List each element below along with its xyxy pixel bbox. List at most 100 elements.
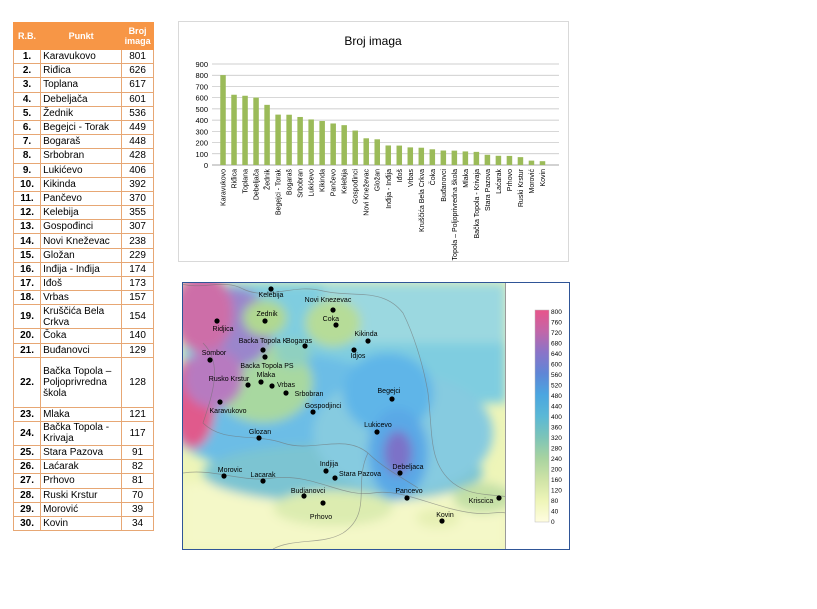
broj-imaga-value: 601 xyxy=(121,91,154,107)
broj-imaga-value: 229 xyxy=(121,247,154,263)
row-number: 22. xyxy=(12,356,42,408)
station-point xyxy=(351,347,357,353)
heatmap-map: Kelebija Novi Knezevac Coka Zednik Ridjica Ki… xyxy=(183,283,562,549)
table-row: 25. Stara Pazova 91 xyxy=(12,444,154,461)
station-point xyxy=(365,338,371,344)
bar xyxy=(231,94,237,165)
station-point xyxy=(496,495,502,501)
x-tick-label: Karavukovo xyxy=(221,169,228,206)
station-point xyxy=(245,382,251,388)
station-label: Debeljaca xyxy=(392,464,423,471)
station-label: Sombor xyxy=(202,350,227,357)
table-row: 18. Vrbas 157 xyxy=(12,290,154,306)
station-label: Backa Topola PS xyxy=(240,363,294,370)
punkt-name: Žednik xyxy=(40,105,123,121)
row-number: 12. xyxy=(12,205,42,221)
punkt-name: Vrbas xyxy=(40,290,123,306)
station-label: Backa Topola K xyxy=(239,338,288,345)
broj-imaga-value: 801 xyxy=(121,48,154,65)
y-tick-label: 700 xyxy=(195,82,208,91)
bar xyxy=(275,114,281,165)
table-row: 2. Riđica 626 xyxy=(12,63,154,79)
broj-imaga-value: 128 xyxy=(121,356,154,408)
x-tick-label: Gospođinci xyxy=(353,169,360,204)
station-point xyxy=(268,286,274,292)
row-number: 20. xyxy=(12,328,42,344)
station-point xyxy=(258,379,264,385)
bar xyxy=(374,139,380,165)
scale-label: 320 xyxy=(551,435,562,442)
station-point xyxy=(320,500,326,506)
row-number: 14. xyxy=(12,233,42,249)
station-label: Glozan xyxy=(249,429,271,436)
table-row: 5. Žednik 536 xyxy=(12,105,154,121)
scale-label: 600 xyxy=(551,362,562,369)
table-row: 20. Čoka 140 xyxy=(12,328,154,344)
x-tick-label: Buđanovci xyxy=(441,169,448,202)
table-row: 8. Srbobran 428 xyxy=(12,148,154,164)
scale-label: 0 xyxy=(551,519,555,526)
row-number: 26. xyxy=(12,459,42,475)
row-number: 16. xyxy=(12,261,42,278)
station-point xyxy=(301,493,307,499)
punkt-name: Kruščića Bela Crkva xyxy=(40,304,123,330)
table-row: 28. Ruski Krstur 70 xyxy=(12,487,154,503)
x-tick-label: Čoka xyxy=(428,169,437,185)
table-header-row: R.B. Punkt Broj imaga xyxy=(12,22,154,50)
broj-imaga-value: 154 xyxy=(121,304,154,330)
station-point xyxy=(374,429,380,435)
broj-imaga-value: 129 xyxy=(121,342,154,358)
bar xyxy=(341,125,347,165)
x-tick-label: Iđoš xyxy=(397,169,404,183)
punkt-name: Inđija - Inđija xyxy=(40,261,123,278)
punkt-name: Mlaka xyxy=(40,406,123,422)
scale-label: 400 xyxy=(551,414,562,421)
table-row: 1. Karavukovo 801 xyxy=(12,48,154,65)
punkt-name: Begejci - Torak xyxy=(40,119,123,136)
bar xyxy=(385,145,392,165)
scale-label: 800 xyxy=(551,309,562,316)
station-point xyxy=(256,435,262,441)
table-row: 30. Kovin 34 xyxy=(12,515,154,532)
station-point xyxy=(260,347,266,353)
station-label: Ridjica xyxy=(212,326,233,333)
x-tick-label: Pančevo xyxy=(331,169,338,196)
broj-imaga-value: 307 xyxy=(121,219,154,235)
station-label: Idjos xyxy=(351,353,366,360)
y-tick-label: 500 xyxy=(195,105,208,114)
table-body: 1. Karavukovo 801 2. Riđica 626 3. Toplana 617 4.… xyxy=(12,48,154,532)
bar xyxy=(396,145,403,165)
punkt-name: Karavukovo xyxy=(40,48,123,65)
x-tick-label: Toplana xyxy=(243,169,250,194)
row-number: 8. xyxy=(12,148,42,164)
punkt-name: Gospođinci xyxy=(40,219,123,235)
bar xyxy=(506,155,513,165)
row-number: 6. xyxy=(12,119,42,136)
broj-imaga-value: 70 xyxy=(121,487,154,503)
row-number: 4. xyxy=(12,91,42,107)
y-tick-label: 800 xyxy=(195,71,208,80)
broj-imaga-value: 449 xyxy=(121,119,154,136)
broj-imaga-value: 140 xyxy=(121,328,154,344)
y-tick-label: 900 xyxy=(195,60,208,69)
punkt-name: Morović xyxy=(40,501,123,517)
heat-surface xyxy=(183,283,506,549)
broj-imaga-value: 536 xyxy=(121,105,154,121)
x-tick-label: Gložan xyxy=(375,169,382,191)
x-tick-label: Žednik xyxy=(263,169,272,191)
station-label: Morovic xyxy=(218,467,243,474)
bar xyxy=(242,95,248,165)
station-label: Kriscica xyxy=(469,498,494,505)
station-label: Begejci xyxy=(378,388,401,395)
table-row: 11. Pančevo 370 xyxy=(12,190,154,207)
broj-imaga-value: 392 xyxy=(121,176,154,192)
heatmap-map-panel: Kelebija Novi Knezevac Coka Zednik Ridjica Ki… xyxy=(182,282,570,550)
punkt-name: Novi Kneževac xyxy=(40,233,123,249)
x-tick-label: Laćarak xyxy=(496,169,503,194)
scale-label: 440 xyxy=(551,404,562,411)
scale-label: 680 xyxy=(551,341,562,348)
x-tick-label: Bačka Topola – Poljoprivredna škola xyxy=(452,169,459,261)
table-row: 3. Toplana 617 xyxy=(12,77,154,93)
broj-imaga-value: 82 xyxy=(121,459,154,475)
broj-imaga-value: 428 xyxy=(121,148,154,164)
